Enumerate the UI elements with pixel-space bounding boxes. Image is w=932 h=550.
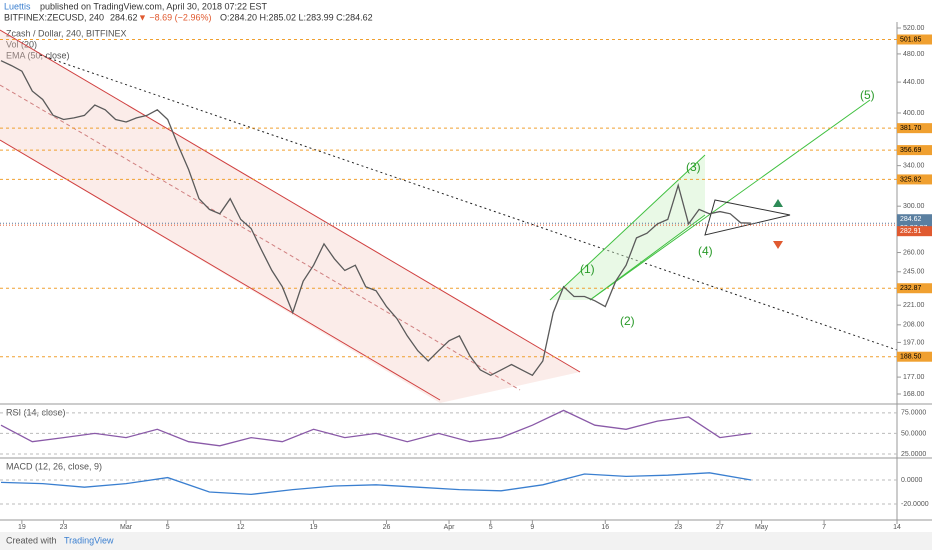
wave-label: (5) xyxy=(860,88,875,102)
x-tick-label: 12 xyxy=(237,524,245,531)
wave-label: (1) xyxy=(580,262,595,276)
level-label: 188.50 xyxy=(900,354,922,361)
level-box xyxy=(897,34,932,45)
y-tick-label: 221.00 xyxy=(903,302,925,309)
y-tick-label: 480.00 xyxy=(903,51,925,58)
y-tick-label: 75.0000 xyxy=(901,410,926,417)
x-tick-label: 16 xyxy=(601,524,609,531)
pane-title: MACD (12, 26, close, 9) xyxy=(6,461,102,471)
level-box xyxy=(897,174,932,185)
level-label: 232.87 xyxy=(900,285,922,292)
x-tick-label: Mar xyxy=(120,524,133,531)
y-tick-label: 245.00 xyxy=(903,269,925,276)
y-tick-label: 0.0000 xyxy=(901,477,923,484)
change: ▼ −8.69 (−2.96%) xyxy=(138,12,211,22)
y-tick-label: 25.0000 xyxy=(901,451,926,458)
level-box xyxy=(897,145,932,156)
level-box xyxy=(897,283,932,294)
pane-title: RSI (14, close) xyxy=(6,407,66,417)
price-box xyxy=(897,226,932,237)
legend-item: Vol (20) xyxy=(6,39,37,49)
wave-label: (2) xyxy=(620,314,635,328)
level-box xyxy=(897,351,932,362)
y-tick-label: 300.00 xyxy=(903,203,925,210)
price-label: 284.62 xyxy=(900,216,922,223)
y-tick-label: 260.00 xyxy=(903,249,925,256)
y-tick-label: 197.00 xyxy=(903,339,925,346)
x-tick-label: 5 xyxy=(166,524,170,531)
rsi-line xyxy=(0,409,752,447)
price-line-series xyxy=(0,60,752,377)
channel-fill xyxy=(0,30,580,403)
channel-mid xyxy=(0,84,521,391)
price-label: 282.91 xyxy=(900,228,922,235)
x-tick-label: May xyxy=(755,524,769,531)
x-tick-label: 7 xyxy=(822,524,826,531)
published: published on TradingView.com, April 30, … xyxy=(40,1,267,11)
x-tick-label: 26 xyxy=(383,524,391,531)
footer-brand[interactable]: TradingView xyxy=(64,535,114,545)
level-label: 356.69 xyxy=(900,147,922,154)
level-box xyxy=(897,123,932,134)
legend-item: Zcash / Dollar, 240, BITFINEX xyxy=(6,28,127,38)
level-label: 501.85 xyxy=(900,36,922,43)
wave-label: (4) xyxy=(698,244,713,258)
footer-text: Created with xyxy=(6,535,57,545)
x-tick-label: 5 xyxy=(489,524,493,531)
x-tick-label: 14 xyxy=(893,524,901,531)
level-label: 325.82 xyxy=(900,176,922,183)
y-tick-label: -20.0000 xyxy=(901,501,929,508)
last-price: 284.62 xyxy=(110,12,138,22)
trend-line xyxy=(39,54,898,351)
y-tick-label: 168.00 xyxy=(903,391,925,398)
x-tick-label: 9 xyxy=(530,524,534,531)
publisher[interactable]: Luettis xyxy=(4,1,31,11)
y-tick-label: 208.00 xyxy=(903,322,925,329)
channel-line xyxy=(0,29,581,373)
x-tick-label: 23 xyxy=(60,524,68,531)
wave-line xyxy=(589,99,871,301)
y-tick-label: 520.00 xyxy=(903,25,925,32)
y-tick-label: 50.0000 xyxy=(901,430,926,437)
x-tick-label: 27 xyxy=(716,524,724,531)
x-tick-label: 19 xyxy=(18,524,26,531)
ohlc: O:284.20 H:285.02 L:283.99 C:284.62 xyxy=(220,12,373,22)
y-tick-label: 440.00 xyxy=(903,79,925,86)
y-tick-label: 340.00 xyxy=(903,162,925,169)
y-tick-label: 177.00 xyxy=(903,374,925,381)
arrow-down xyxy=(773,241,783,249)
wave-label: (3) xyxy=(686,160,701,174)
x-tick-label: Apr xyxy=(444,524,456,531)
symbol: BITFINEX:ZECUSD, 240 xyxy=(4,12,104,22)
legend-item: EMA (50, close) xyxy=(6,50,70,60)
macd-line xyxy=(0,472,752,496)
y-tick-label: 400.00 xyxy=(903,110,925,117)
x-tick-label: 19 xyxy=(310,524,318,531)
x-tick-label: 23 xyxy=(674,524,682,531)
level-label: 381.70 xyxy=(900,125,922,132)
arrow-up xyxy=(773,199,783,207)
footer xyxy=(0,532,932,550)
